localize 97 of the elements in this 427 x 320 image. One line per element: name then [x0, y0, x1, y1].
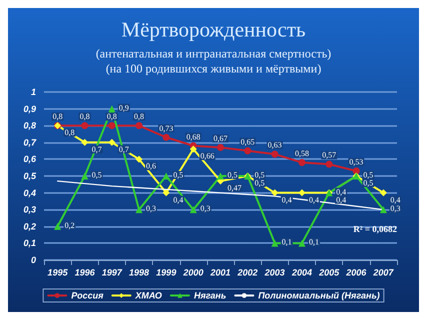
- point: [162, 189, 170, 196]
- x-tick-label: 2003: [264, 268, 285, 278]
- data-label: 0,53: [349, 157, 364, 166]
- y-tick-label: 0,5: [23, 171, 37, 181]
- point: [108, 105, 116, 112]
- point: [108, 122, 116, 130]
- x-tick-label: 1999: [156, 268, 176, 278]
- point: [162, 134, 170, 141]
- x-tick-label: 1997: [102, 268, 123, 278]
- y-tick-label: 0,9: [23, 104, 36, 114]
- data-label: 0,5: [254, 178, 265, 188]
- legend-label: Нягань: [194, 290, 226, 300]
- point: [190, 146, 197, 153]
- point: [380, 206, 387, 214]
- point: [136, 206, 143, 214]
- legend-label: Россия: [71, 290, 104, 300]
- point: [271, 240, 278, 247]
- y-tick-label: 0,1: [23, 238, 36, 248]
- y-tick-label: 0,6: [23, 154, 37, 164]
- data-label: 0,8: [134, 112, 144, 122]
- y-tick-label: 1: [30, 87, 36, 97]
- point: [136, 156, 143, 163]
- data-label: 0,3: [390, 204, 400, 214]
- annotation: R² = 0,0682: [353, 224, 398, 234]
- x-tick-label: 2007: [372, 268, 394, 278]
- data-label: 0,7: [118, 144, 129, 154]
- data-label: 0,8: [106, 112, 117, 122]
- legend-label: Полиномиальный (Нягань): [258, 290, 380, 300]
- x-tick-label: 1996: [74, 268, 96, 278]
- data-label: 0,4: [282, 195, 292, 204]
- data-label: 0,5: [254, 170, 265, 180]
- data-label: 0,65: [240, 137, 255, 146]
- data-label: 0,8: [52, 112, 63, 122]
- data-label: 0,2: [64, 220, 75, 230]
- data-label: 0,5: [92, 170, 102, 180]
- point: [217, 144, 224, 151]
- data-label: 0,73: [159, 124, 174, 133]
- data-label: 0,5: [173, 170, 184, 180]
- data-label: 0,4: [390, 195, 400, 204]
- point: [81, 138, 88, 146]
- point: [54, 222, 62, 230]
- point: [352, 167, 360, 174]
- x-tick-label: 2000: [182, 268, 204, 278]
- point: [190, 206, 197, 214]
- data-label: 0,4: [336, 187, 346, 196]
- x-tick-label: 1998: [129, 268, 150, 278]
- point: [136, 122, 143, 130]
- point: [81, 122, 88, 130]
- data-label: 0,8: [80, 112, 90, 122]
- data-label: 0,3: [200, 204, 210, 214]
- data-label: 0,66: [200, 152, 214, 161]
- y-tick-label: 0: [30, 255, 36, 265]
- data-label: 0,3: [146, 204, 156, 214]
- data-label: 0,4: [308, 195, 319, 204]
- chart-subtitle: (антенатальная и интранатальная смертность) (на 100 родившихся живыми и мёртвыми): [96, 46, 332, 76]
- point: [244, 147, 252, 154]
- y-tick-label: 0,8: [23, 120, 36, 131]
- point: [271, 189, 278, 196]
- data-label: 0,8: [64, 128, 75, 138]
- point: [217, 172, 224, 180]
- data-label: 0,4: [336, 195, 346, 204]
- data-label: 0,1: [308, 238, 319, 247]
- x-tick-label: 2002: [236, 268, 258, 278]
- point: [380, 189, 387, 196]
- y-tick-label: 0,7: [23, 137, 37, 148]
- x-tick-label: 2005: [318, 268, 340, 278]
- point: [81, 172, 88, 180]
- point: [298, 189, 306, 196]
- data-label: 0,67: [214, 134, 228, 143]
- data-label: 0,47: [228, 184, 242, 193]
- data-label: 0,58: [294, 149, 309, 158]
- data-label: 0,1: [282, 238, 292, 247]
- x-tick-label: 1995: [48, 268, 69, 278]
- chart-title: Мёртворожденность: [121, 18, 306, 42]
- point: [298, 159, 306, 166]
- point: [162, 172, 170, 180]
- data-label: 0,63: [268, 140, 282, 150]
- data-label: 0,5: [363, 178, 374, 188]
- y-tick-label: 0,4: [23, 188, 36, 198]
- x-tick-label: 2004: [290, 268, 312, 278]
- x-tick-label: 2006: [345, 268, 368, 278]
- y-tick-label: 0,2: [23, 221, 36, 232]
- point: [271, 150, 278, 158]
- legend-label: ХМАО: [134, 290, 162, 300]
- data-label: 0,6: [146, 162, 156, 171]
- data-label: 0,9: [118, 103, 129, 112]
- x-tick-label: 2001: [209, 268, 231, 278]
- data-label: 0,4: [173, 195, 184, 204]
- data-label: 0,57: [322, 150, 336, 160]
- point: [298, 240, 306, 247]
- point: [326, 160, 333, 168]
- data-label: 0,5: [228, 170, 238, 180]
- data-label: 0,5: [363, 170, 374, 180]
- point: [108, 138, 116, 146]
- data-label: 0,68: [186, 132, 200, 142]
- data-label: 0,7: [92, 144, 102, 154]
- y-tick-label: 0,3: [23, 204, 36, 215]
